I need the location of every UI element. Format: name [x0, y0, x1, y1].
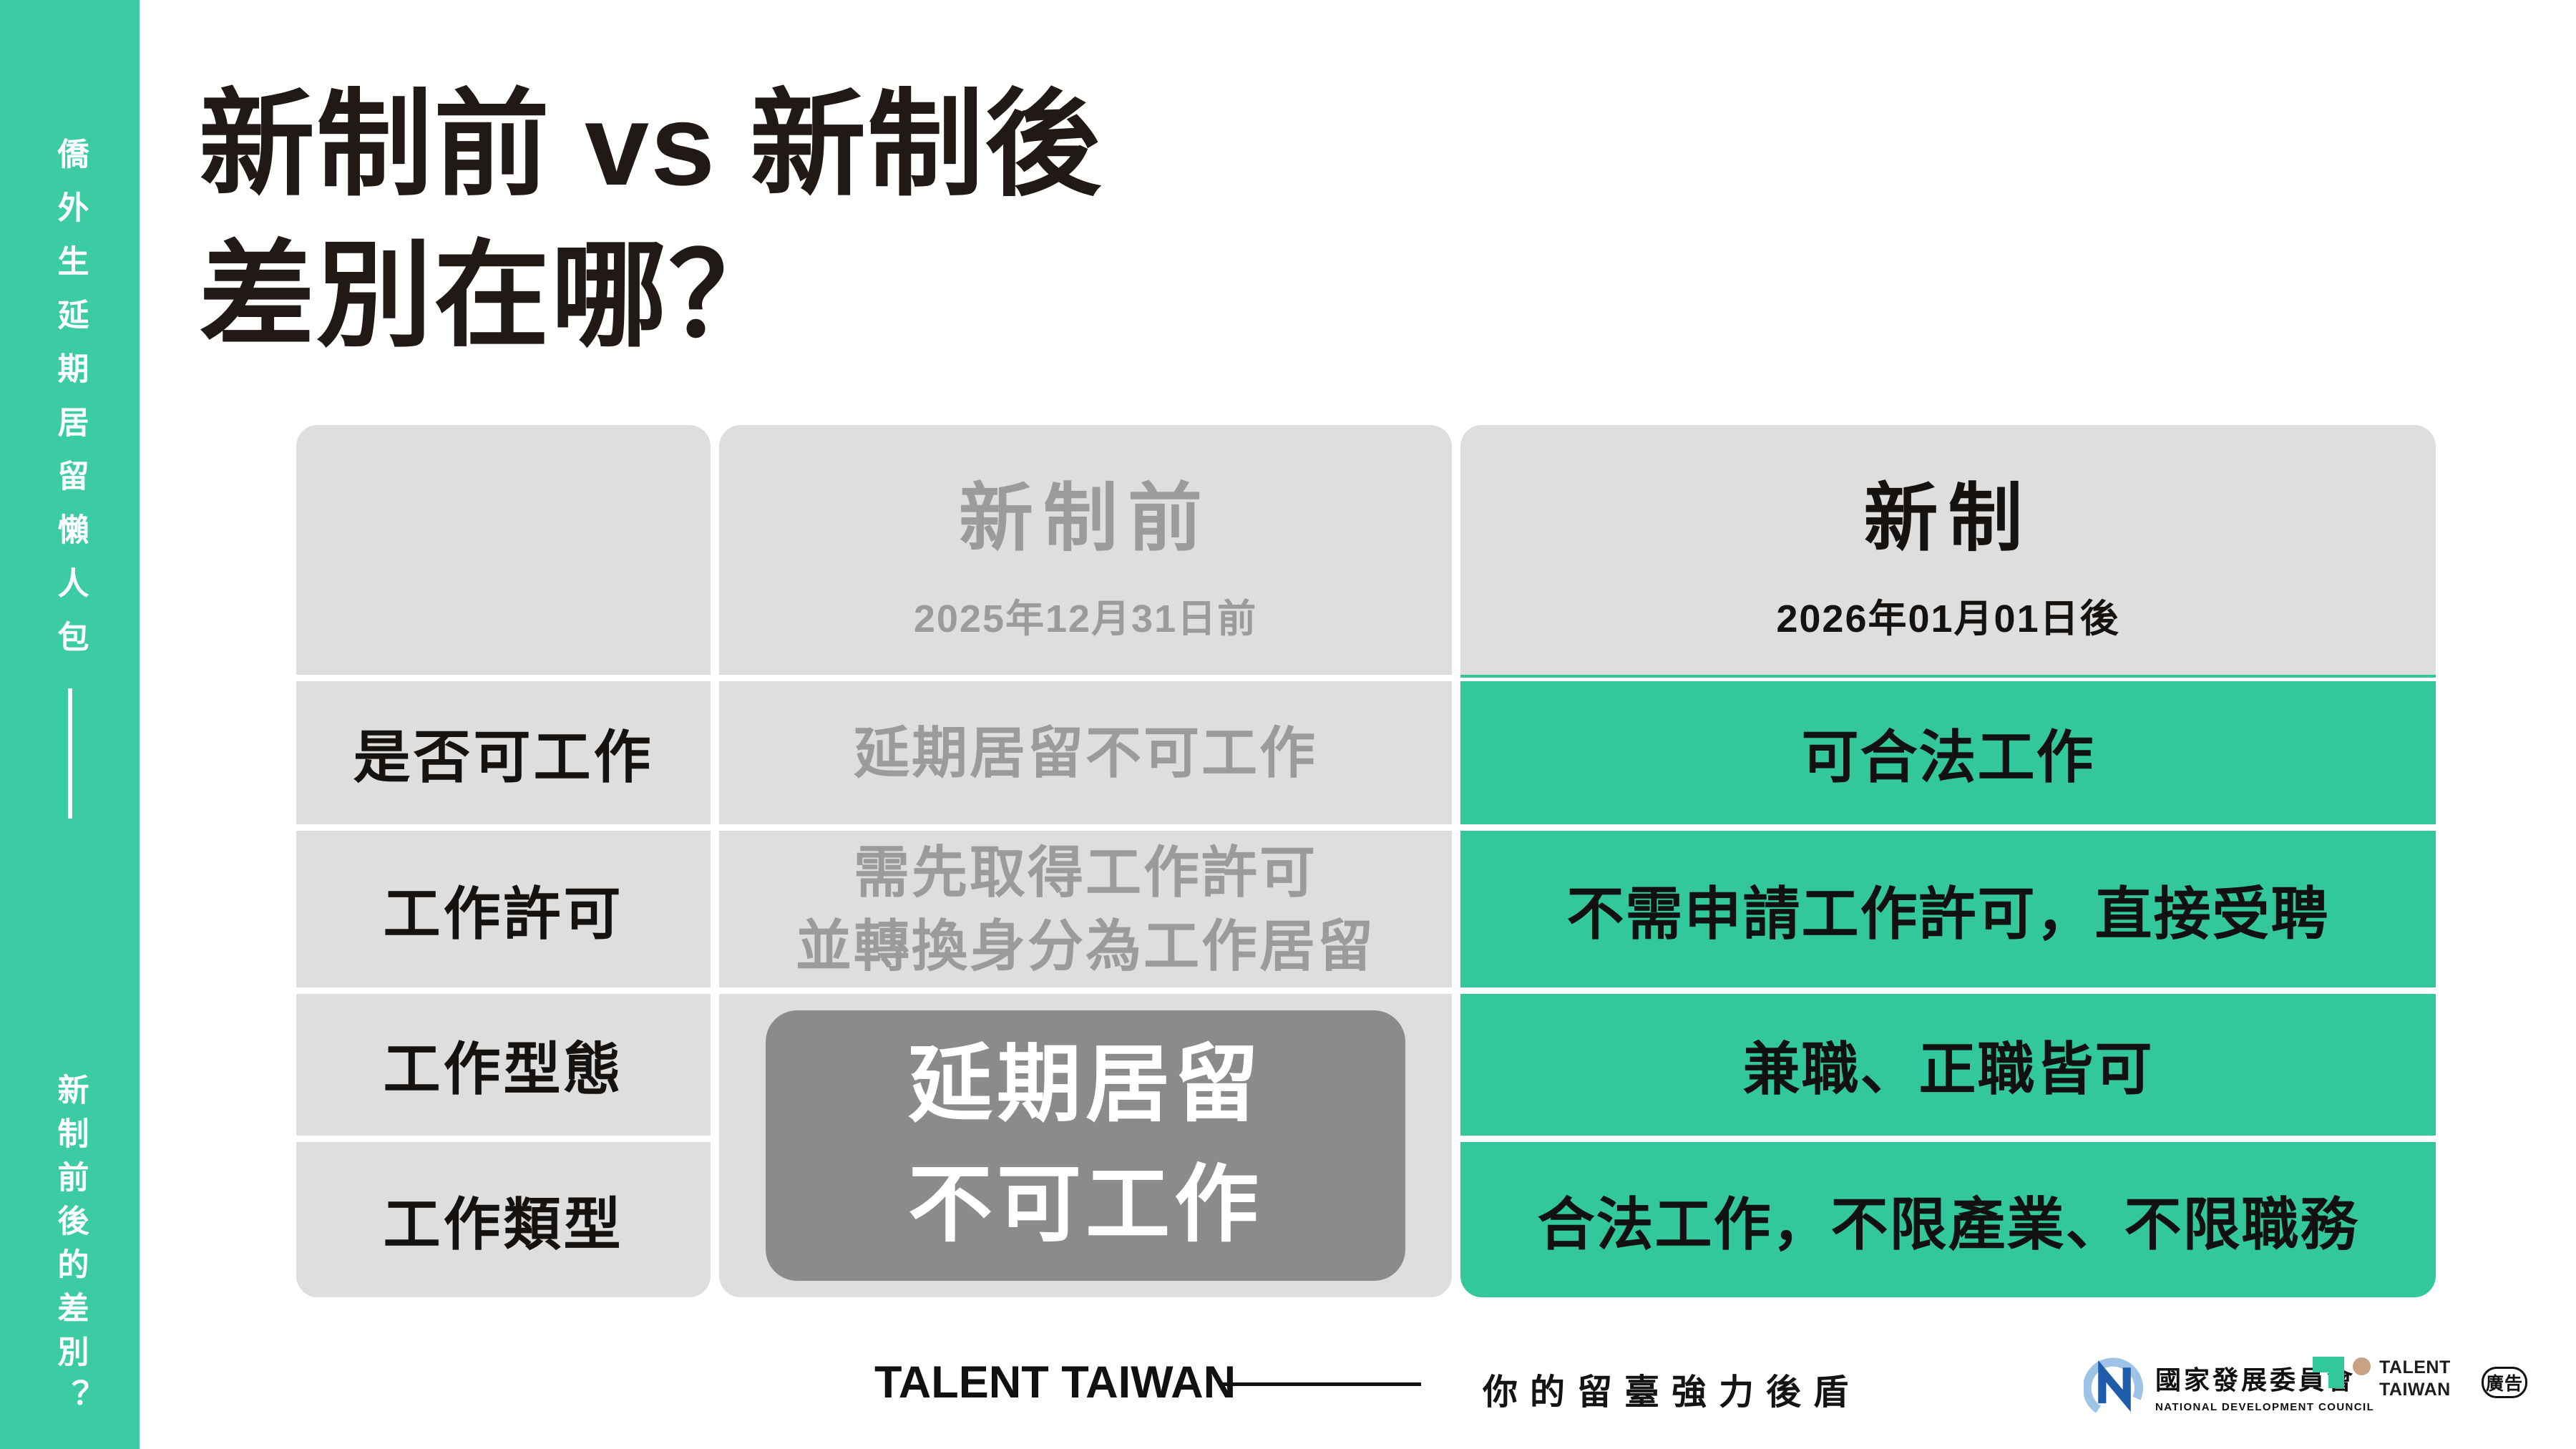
header-after-subtitle: 2026年01月01日後 [1776, 597, 2120, 640]
sidebar-divider-line [67, 688, 72, 819]
page-title: 新制前 vs 新制後 差別在哪？ [199, 70, 1102, 371]
talent-taiwan-seal-icon [2353, 1357, 2371, 1375]
footer-divider-line [1221, 1382, 1421, 1386]
talent-taiwan-logo-text: TALENT TAIWAN [2379, 1357, 2451, 1400]
row1-after-cell: 可合法工作 [1460, 681, 2436, 824]
header-before-cell: 新制前 2025年12月31日前 [719, 425, 1452, 675]
page-title-line2: 差別在哪？ [199, 230, 786, 361]
no-work-line2: 不可工作 [907, 1158, 1263, 1252]
header-before-subtitle: 2025年12月31日前 [913, 597, 1258, 640]
ndc-subname: NATIONAL DEVELOPMENT COUNCIL [2155, 1400, 2375, 1413]
sidebar-title: 僑外生延期居留懶人包 [52, 137, 88, 674]
talent-taiwan-mark-icon [2313, 1357, 2344, 1388]
row3-after-cell: 兼職、正職皆可 [1460, 994, 2436, 1136]
footer-brand-wordmark: TALENT TAIWAN [874, 1357, 1236, 1407]
row2-after-cell: 不需申請工作許可，直接受聘 [1460, 831, 2436, 987]
row-label-work-type: 工作型態 [296, 994, 711, 1136]
talent-taiwan-logo-line1: TALENT [2379, 1357, 2451, 1377]
no-work-line1: 延期居留 [907, 1038, 1263, 1133]
header-before-title: 新制前 [958, 477, 1212, 560]
ad-badge: 廣告 [2482, 1367, 2527, 1398]
no-work-callout-box: 延期居留 不可工作 [766, 1010, 1405, 1281]
row-label-can-work: 是否可工作 [296, 681, 711, 824]
sidebar: 僑外生延期居留懶人包 新制前後的差別？ [0, 0, 140, 1449]
comparison-table: 新制前 2025年12月31日前 新制 2026年01月01日後 是否可工作 延… [296, 425, 2436, 1297]
row2-before-line1: 需先取得工作許可 [853, 840, 1317, 904]
sidebar-subtitle: 新制前後的差別？ [52, 1073, 88, 1423]
header-after-cell: 新制 2026年01月01日後 [1460, 425, 2436, 675]
footer-tagline: 你的留臺強力後盾 [1483, 1373, 1861, 1412]
row-label-job-category: 工作類型 [296, 1142, 711, 1297]
page-title-line1: 新制前 vs 新制後 [199, 80, 1103, 210]
merged-before-cell: 延期居留 不可工作 [719, 994, 1452, 1297]
row1-before-cell: 延期居留不可工作 [719, 681, 1452, 824]
row2-before-cell: 需先取得工作許可 並轉換身分為工作居留 [719, 831, 1452, 987]
talent-taiwan-logo-line2: TAIWAN [2379, 1379, 2451, 1400]
header-empty-cell [296, 425, 711, 675]
row-label-work-permit: 工作許可 [296, 831, 711, 987]
header-after-title: 新制 [1863, 477, 2033, 560]
ndc-swirl-icon [2084, 1357, 2143, 1413]
row2-before-line2: 並轉換身分為工作居留 [795, 914, 1375, 977]
talent-taiwan-logo: TALENT TAIWAN [2313, 1357, 2451, 1400]
row4-after-cell: 合法工作，不限產業、不限職務 [1460, 1142, 2436, 1297]
